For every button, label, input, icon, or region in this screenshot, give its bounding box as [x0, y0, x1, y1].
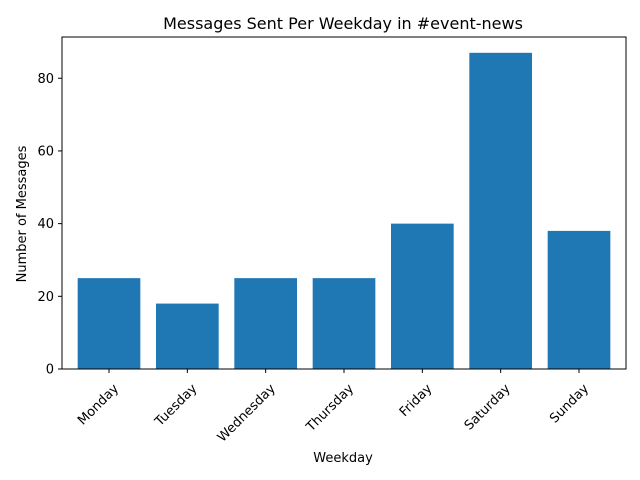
x-tick-label: Thursday — [303, 381, 357, 435]
y-tick-label: 20 — [37, 290, 54, 305]
y-axis-label: Number of Messages — [15, 145, 30, 282]
bar-thursday — [312, 278, 376, 369]
bar-tuesday — [156, 303, 219, 369]
y-axis: 0 20 40 60 80 — [37, 72, 62, 378]
y-tick-label: 40 — [37, 217, 54, 232]
chart-title: Messages Sent Per Weekday in #event-news — [163, 14, 523, 33]
bar-friday — [391, 223, 454, 369]
bar-monday — [77, 278, 141, 369]
x-tick-label: Sunday — [547, 381, 592, 426]
bar-saturday — [469, 52, 532, 370]
x-tick-label: Wednesday — [215, 381, 279, 445]
x-tick-label: Saturday — [462, 381, 514, 433]
plot-area — [61, 36, 627, 370]
y-tick-label: 80 — [37, 72, 54, 87]
x-axis-label: Weekday — [313, 451, 373, 466]
y-tick-label: 60 — [37, 144, 54, 159]
y-tick-label: 0 — [46, 363, 54, 378]
x-axis: Monday Tuesday Wednesday Thursday Friday Satu… — [75, 369, 592, 445]
x-tick-label: Monday — [75, 381, 122, 428]
x-tick-label: Friday — [397, 381, 436, 420]
bar-wednesday — [234, 278, 297, 369]
bar-sunday — [547, 230, 611, 369]
x-tick-label: Tuesday — [152, 381, 201, 430]
